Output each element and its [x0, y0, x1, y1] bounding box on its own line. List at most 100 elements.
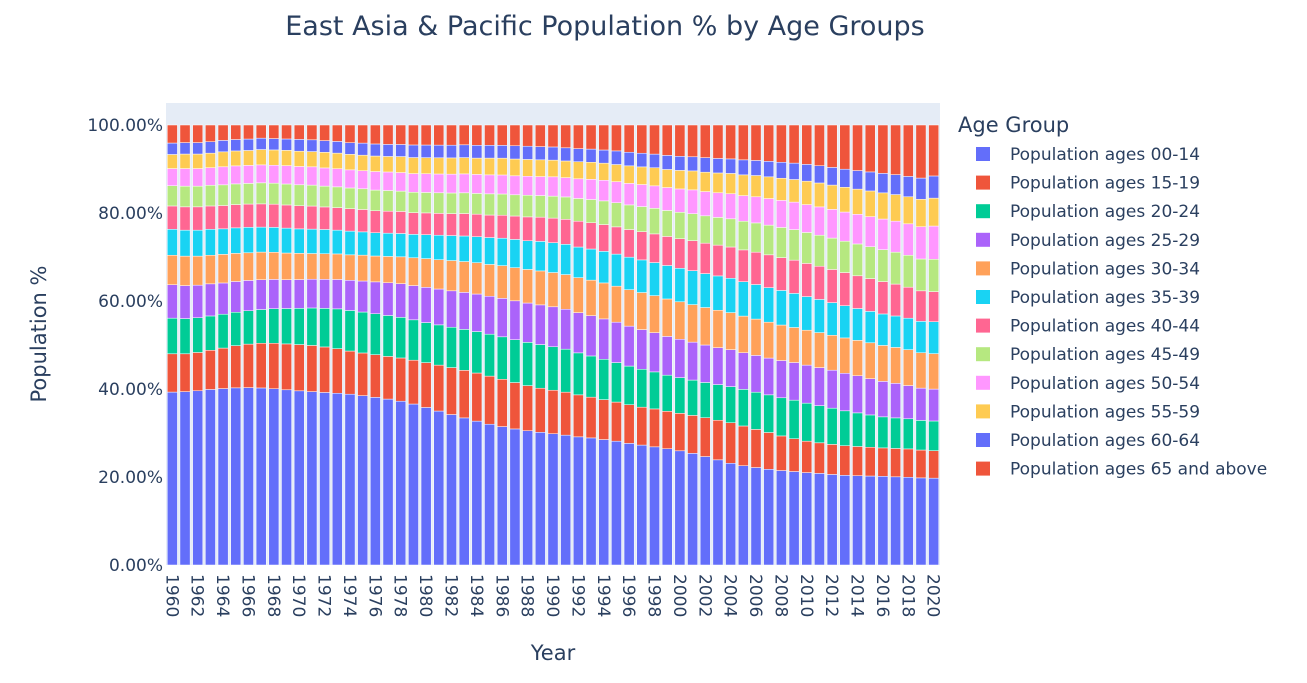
bar-segment[interactable]: [877, 218, 889, 250]
bar-segment[interactable]: [623, 289, 635, 327]
bar-segment[interactable]: [268, 279, 280, 309]
bar-segment[interactable]: [750, 222, 762, 253]
bar-segment[interactable]: [661, 265, 673, 300]
bar-segment[interactable]: [852, 375, 863, 414]
bar-segment[interactable]: [738, 220, 749, 251]
bar-segment[interactable]: [420, 234, 432, 259]
bar-segment[interactable]: [319, 206, 330, 230]
bar-segment[interactable]: [268, 203, 280, 228]
bar-segment[interactable]: [750, 196, 762, 224]
bar-segment[interactable]: [776, 162, 787, 179]
bar-segment[interactable]: [230, 165, 242, 185]
bar-segment[interactable]: [864, 342, 876, 379]
bar-segment[interactable]: [598, 200, 610, 225]
bar-segment[interactable]: [357, 188, 369, 210]
bar-segment[interactable]: [217, 124, 229, 141]
bar-segment[interactable]: [179, 153, 191, 169]
bar-segment[interactable]: [573, 178, 584, 199]
bar-segment[interactable]: [534, 216, 546, 242]
bar-segment[interactable]: [534, 304, 546, 345]
bar-segment[interactable]: [801, 204, 813, 233]
bar-segment[interactable]: [826, 269, 838, 303]
bar-segment[interactable]: [331, 348, 343, 394]
bar-segment[interactable]: [890, 194, 901, 222]
bar-segment[interactable]: [255, 149, 267, 166]
bar-segment[interactable]: [471, 236, 483, 263]
bar-segment[interactable]: [458, 370, 470, 419]
bar-segment[interactable]: [433, 364, 445, 412]
legend-item[interactable]: Population ages 00-14: [976, 145, 1200, 165]
bar-segment[interactable]: [890, 315, 901, 348]
bar-segment[interactable]: [763, 254, 775, 288]
bar-segment[interactable]: [915, 387, 927, 421]
bar-segment[interactable]: [408, 173, 419, 193]
bar-segment[interactable]: [712, 124, 724, 159]
bar-segment[interactable]: [319, 346, 330, 393]
bar-segment[interactable]: [306, 345, 318, 392]
bar-segment[interactable]: [852, 412, 863, 447]
bar-segment[interactable]: [534, 270, 546, 306]
bar-segment[interactable]: [496, 174, 508, 195]
bar-segment[interactable]: [826, 369, 838, 409]
bar-segment[interactable]: [471, 331, 483, 374]
bar-segment[interactable]: [547, 242, 559, 273]
bar-segment[interactable]: [293, 139, 305, 152]
bar-segment[interactable]: [725, 173, 736, 194]
bar-segment[interactable]: [458, 329, 470, 371]
bar-segment[interactable]: [801, 164, 813, 182]
bar-segment[interactable]: [725, 218, 736, 248]
bar-segment[interactable]: [420, 124, 432, 146]
bar-segment[interactable]: [814, 442, 825, 474]
bar-segment[interactable]: [902, 317, 914, 350]
bar-segment[interactable]: [243, 165, 254, 184]
bar-segment[interactable]: [458, 292, 470, 330]
bar-segment[interactable]: [611, 181, 622, 203]
bar-segment[interactable]: [598, 439, 610, 566]
bar-segment[interactable]: [699, 124, 711, 158]
bar-segment[interactable]: [395, 233, 407, 258]
bar-segment[interactable]: [268, 388, 280, 566]
bar-segment[interactable]: [852, 188, 863, 215]
bar-segment[interactable]: [243, 183, 254, 205]
bar-segment[interactable]: [192, 390, 204, 566]
bar-segment[interactable]: [661, 411, 673, 449]
bar-segment[interactable]: [192, 229, 204, 257]
bar-segment[interactable]: [763, 469, 775, 566]
bar-segment[interactable]: [902, 176, 914, 198]
bar-segment[interactable]: [357, 311, 369, 354]
bar-segment[interactable]: [839, 410, 851, 446]
bar-segment[interactable]: [598, 162, 610, 181]
bar-segment[interactable]: [192, 142, 204, 155]
bar-segment[interactable]: [167, 185, 178, 207]
bar-segment[interactable]: [395, 144, 407, 157]
bar-segment[interactable]: [471, 420, 483, 566]
bar-segment[interactable]: [509, 239, 521, 268]
bar-segment[interactable]: [915, 226, 927, 260]
bar-segment[interactable]: [864, 124, 876, 173]
bar-segment[interactable]: [230, 253, 242, 282]
bar-segment[interactable]: [331, 279, 343, 310]
bar-segment[interactable]: [649, 233, 660, 263]
bar-segment[interactable]: [687, 379, 698, 416]
bar-segment[interactable]: [458, 192, 470, 214]
bar-segment[interactable]: [687, 415, 698, 454]
bar-segment[interactable]: [712, 158, 724, 174]
bar-segment[interactable]: [534, 241, 546, 272]
bar-segment[interactable]: [750, 124, 762, 161]
bar-segment[interactable]: [585, 248, 597, 281]
bar-segment[interactable]: [585, 355, 597, 398]
bar-segment[interactable]: [636, 206, 648, 232]
bar-segment[interactable]: [306, 228, 318, 254]
bar-segment[interactable]: [306, 307, 318, 346]
bar-segment[interactable]: [167, 284, 178, 319]
bar-segment[interactable]: [877, 249, 889, 282]
bar-segment[interactable]: [395, 211, 407, 234]
bar-segment[interactable]: [725, 312, 736, 350]
bar-segment[interactable]: [458, 261, 470, 293]
bar-segment[interactable]: [598, 359, 610, 400]
bar-segment[interactable]: [649, 153, 660, 169]
bar-segment[interactable]: [255, 182, 267, 205]
bar-segment[interactable]: [357, 209, 369, 233]
bar-segment[interactable]: [788, 229, 800, 261]
bar-segment[interactable]: [496, 298, 508, 338]
